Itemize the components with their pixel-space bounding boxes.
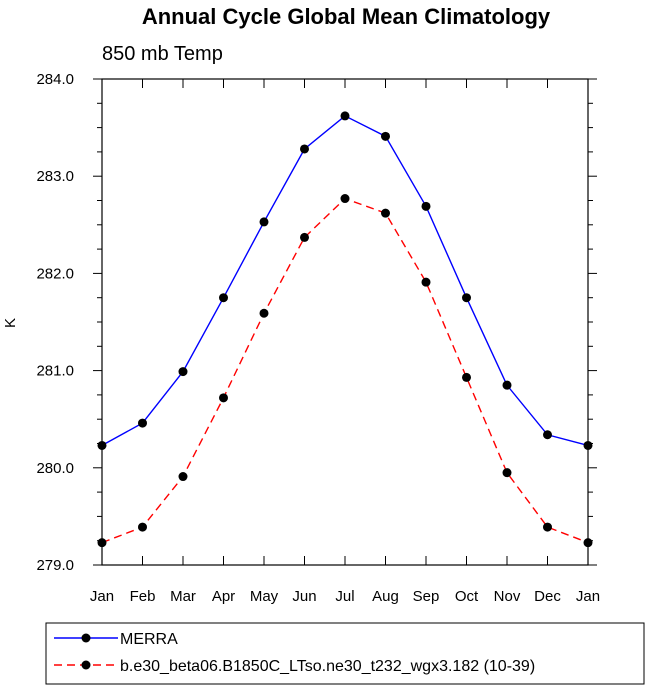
data-point: [138, 418, 147, 428]
data-point: [138, 522, 147, 532]
data-point: [340, 111, 350, 121]
x-tick-label: Dec: [534, 588, 561, 605]
x-tick-label: Sep: [413, 588, 440, 605]
series-line: [101, 197, 589, 544]
x-tick-labels: Jan Feb Mar Apr May Jun Jul Aug Sep Oct Nov Dec Jan: [90, 588, 600, 605]
x-tick-label: Jan: [90, 588, 114, 605]
data-point: [97, 538, 107, 548]
data-point: [340, 194, 350, 204]
axis-ticks: [93, 78, 597, 566]
data-point: [583, 440, 593, 450]
data-point: [421, 277, 431, 287]
x-tick-label: Jul: [335, 588, 354, 605]
chart-subtitle: 850 mb Temp: [102, 43, 223, 65]
y-tick-label: 279.0: [36, 557, 74, 574]
data-point: [502, 380, 512, 390]
x-tick-label: May: [250, 588, 279, 605]
data-point: [259, 308, 269, 318]
data-point: [462, 372, 471, 382]
x-tick-label: Feb: [130, 588, 156, 605]
x-tick-label: Apr: [212, 588, 235, 605]
data-point: [178, 472, 188, 482]
data-point: [421, 201, 431, 211]
series-line: [101, 115, 589, 447]
chart-title: Annual Cycle Global Mean Climatology: [142, 4, 551, 29]
data-point: [219, 293, 228, 303]
legend-label: b.e30_beta06.B1850C_LTso.ne30_t232_wgx3.…: [120, 658, 535, 675]
x-tick-label: Aug: [372, 588, 399, 605]
data-point: [462, 293, 471, 303]
x-tick-label: Nov: [494, 588, 521, 605]
legend-item: b.e30_beta06.B1850C_LTso.ne30_t232_wgx3.…: [54, 658, 535, 675]
y-axis-label: K: [2, 318, 19, 328]
series-lines: [97, 111, 593, 548]
data-point: [178, 367, 188, 377]
x-tick-label: Mar: [170, 588, 196, 605]
legend-marker: [81, 633, 91, 643]
data-point: [543, 522, 552, 532]
plot-frame: [101, 78, 589, 566]
data-point: [381, 131, 390, 141]
legend-item: MERRA: [54, 631, 178, 648]
y-tick-label: 280.0: [36, 460, 74, 477]
legend-label: MERRA: [120, 631, 178, 648]
data-point: [219, 393, 228, 403]
y-tick-label: 283.0: [36, 168, 74, 185]
data-point: [381, 208, 390, 218]
data-point: [543, 430, 552, 440]
y-tick-label: 284.0: [36, 71, 74, 88]
series-2: [97, 194, 593, 548]
legend-marker: [81, 660, 91, 670]
series-1: [97, 111, 593, 450]
data-point: [583, 538, 593, 548]
y-tick-labels: 279.0 280.0 281.0 282.0 283.0 284.0: [36, 71, 74, 574]
data-point: [97, 440, 107, 450]
data-point: [502, 468, 512, 478]
x-tick-label: Jun: [292, 588, 316, 605]
x-tick-label: Oct: [455, 588, 479, 605]
x-tick-label: Jan: [576, 588, 600, 605]
legend-box: [45, 622, 645, 685]
data-point: [259, 217, 269, 227]
y-tick-label: 281.0: [36, 363, 74, 380]
legend: MERRA b.e30_beta06.B1850C_LTso.ne30_t232_…: [54, 631, 535, 675]
data-point: [300, 144, 309, 154]
y-tick-label: 282.0: [36, 265, 74, 282]
data-point: [300, 232, 309, 242]
